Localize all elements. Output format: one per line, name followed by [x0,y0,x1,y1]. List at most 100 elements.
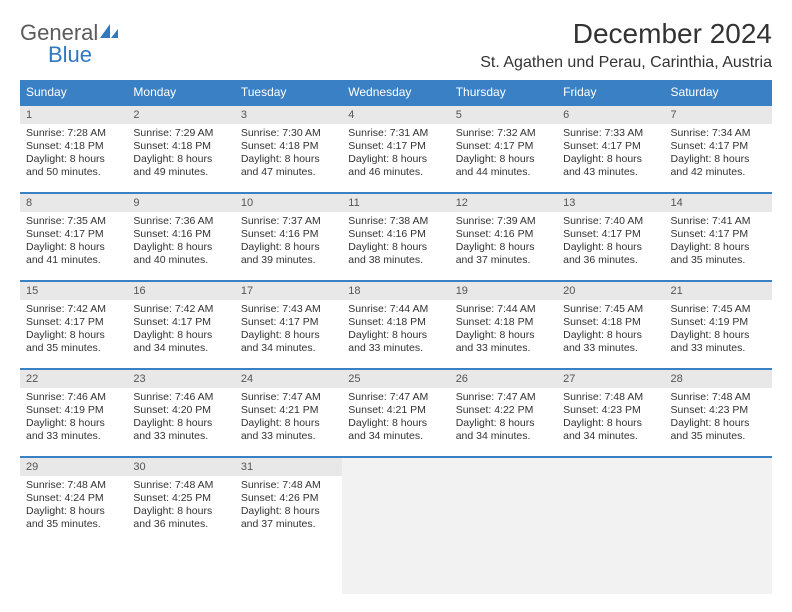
sunrise-text: Sunrise: 7:44 AM [348,303,443,316]
day-number: 19 [450,282,557,300]
sunset-text: Sunset: 4:17 PM [348,140,443,153]
daylight-text: Daylight: 8 hours and 43 minutes. [563,153,658,179]
day-number: 13 [557,194,664,212]
calendar-cell: 25Sunrise: 7:47 AMSunset: 4:21 PMDayligh… [342,369,449,457]
daylight-text: Daylight: 8 hours and 44 minutes. [456,153,551,179]
sunset-text: Sunset: 4:16 PM [456,228,551,241]
sunset-text: Sunset: 4:18 PM [241,140,336,153]
sunrise-text: Sunrise: 7:48 AM [563,391,658,404]
sunset-text: Sunset: 4:25 PM [133,492,228,505]
day-number: 6 [557,106,664,124]
calendar-cell [450,457,557,594]
day-body: Sunrise: 7:48 AMSunset: 4:26 PMDaylight:… [235,476,342,544]
calendar-cell: 12Sunrise: 7:39 AMSunset: 4:16 PMDayligh… [450,193,557,281]
calendar-cell: 1Sunrise: 7:28 AMSunset: 4:18 PMDaylight… [20,105,127,193]
day-number: 23 [127,370,234,388]
calendar-cell: 27Sunrise: 7:48 AMSunset: 4:23 PMDayligh… [557,369,664,457]
calendar-cell: 29 Sunrise: 7:48 AMSunset: 4:24 PMDayligh… [20,457,127,594]
sunset-text: Sunset: 4:16 PM [348,228,443,241]
day-body: Sunrise: 7:36 AMSunset: 4:16 PMDaylight:… [127,212,234,280]
calendar-cell: 23 Sunrise: 7:46 AMSunset: 4:20 PMDayligh… [127,369,234,457]
sunset-text: Sunset: 4:18 PM [563,316,658,329]
daylight-text: Daylight: 8 hours and 35 minutes. [671,417,766,443]
day-body: Sunrise: 7:35 AMSunset: 4:17 PMDaylight:… [20,212,127,280]
sunset-text: Sunset: 4:18 PM [348,316,443,329]
sunrise-text: Sunrise: 7:48 AM [671,391,766,404]
sunrise-text: Sunrise: 7:44 AM [456,303,551,316]
sunset-text: Sunset: 4:19 PM [671,316,766,329]
day-number: 18 [342,282,449,300]
daylight-text: Daylight: 8 hours and 33 minutes. [671,329,766,355]
page-title: December 2024 [480,18,772,50]
calendar-cell: 26Sunrise: 7:47 AMSunset: 4:22 PMDayligh… [450,369,557,457]
weekday-header: Tuesday [235,80,342,105]
calendar-cell: 14Sunrise: 7:41 AMSunset: 4:17 PMDayligh… [665,193,772,281]
sunset-text: Sunset: 4:23 PM [671,404,766,417]
daylight-text: Daylight: 8 hours and 33 minutes. [26,417,121,443]
weekday-header: Wednesday [342,80,449,105]
calendar-week-row: 8Sunrise: 7:35 AMSunset: 4:17 PMDaylight… [20,193,772,281]
daylight-text: Daylight: 8 hours and 33 minutes. [456,329,551,355]
sunrise-text: Sunrise: 7:48 AM [133,479,228,492]
weekday-header: Sunday [20,80,127,105]
sunrise-text: Sunrise: 7:43 AM [241,303,336,316]
sunrise-text: Sunrise: 7:46 AM [133,391,228,404]
day-number: 16 [127,282,234,300]
day-body: Sunrise: 7:32 AMSunset: 4:17 PMDaylight:… [450,124,557,192]
daylight-text: Daylight: 8 hours and 37 minutes. [241,505,336,531]
day-body: Sunrise: 7:48 AMSunset: 4:23 PMDaylight:… [665,388,772,456]
daylight-text: Daylight: 8 hours and 33 minutes. [133,417,228,443]
day-body: Sunrise: 7:48 AMSunset: 4:25 PMDaylight:… [127,476,234,544]
logo: General Blue [20,18,120,66]
weekday-header: Thursday [450,80,557,105]
day-body: Sunrise: 7:30 AMSunset: 4:18 PMDaylight:… [235,124,342,192]
day-number: 4 [342,106,449,124]
sunrise-text: Sunrise: 7:42 AM [26,303,121,316]
sunset-text: Sunset: 4:24 PM [26,492,121,505]
day-body: Sunrise: 7:48 AMSunset: 4:23 PMDaylight:… [557,388,664,456]
day-body: Sunrise: 7:42 AMSunset: 4:17 PMDaylight:… [127,300,234,368]
day-body: Sunrise: 7:41 AMSunset: 4:17 PMDaylight:… [665,212,772,280]
calendar-body: 1Sunrise: 7:28 AMSunset: 4:18 PMDaylight… [20,105,772,594]
day-body: Sunrise: 7:28 AMSunset: 4:18 PMDaylight:… [20,124,127,192]
day-number: 17 [235,282,342,300]
day-number: 15 [20,282,127,300]
day-body: Sunrise: 7:45 AMSunset: 4:18 PMDaylight:… [557,300,664,368]
day-number: 29 [20,458,127,476]
sunrise-text: Sunrise: 7:37 AM [241,215,336,228]
calendar-cell [665,457,772,594]
calendar-week-row: 1Sunrise: 7:28 AMSunset: 4:18 PMDaylight… [20,105,772,193]
sunrise-text: Sunrise: 7:48 AM [26,479,121,492]
day-body: Sunrise: 7:42 AMSunset: 4:17 PMDaylight:… [20,300,127,368]
day-body: Sunrise: 7:45 AMSunset: 4:19 PMDaylight:… [665,300,772,368]
sunrise-text: Sunrise: 7:31 AM [348,127,443,140]
day-body: Sunrise: 7:33 AMSunset: 4:17 PMDaylight:… [557,124,664,192]
sunset-text: Sunset: 4:20 PM [133,404,228,417]
sunset-text: Sunset: 4:18 PM [456,316,551,329]
calendar-table: Sunday Monday Tuesday Wednesday Thursday… [20,80,772,594]
calendar-cell: 6Sunrise: 7:33 AMSunset: 4:17 PMDaylight… [557,105,664,193]
sunrise-text: Sunrise: 7:30 AM [241,127,336,140]
daylight-text: Daylight: 8 hours and 35 minutes. [26,505,121,531]
sunrise-text: Sunrise: 7:36 AM [133,215,228,228]
day-body: Sunrise: 7:44 AMSunset: 4:18 PMDaylight:… [450,300,557,368]
day-body: Sunrise: 7:31 AMSunset: 4:17 PMDaylight:… [342,124,449,192]
calendar-cell: 10Sunrise: 7:37 AMSunset: 4:16 PMDayligh… [235,193,342,281]
weekday-header: Friday [557,80,664,105]
title-block: December 2024 St. Agathen und Perau, Car… [480,18,772,72]
sunrise-text: Sunrise: 7:34 AM [671,127,766,140]
sunset-text: Sunset: 4:21 PM [348,404,443,417]
logo-sail-icon [98,22,120,44]
day-number: 24 [235,370,342,388]
day-number: 11 [342,194,449,212]
calendar-cell: 28Sunrise: 7:48 AMSunset: 4:23 PMDayligh… [665,369,772,457]
sunset-text: Sunset: 4:22 PM [456,404,551,417]
calendar-cell: 8Sunrise: 7:35 AMSunset: 4:17 PMDaylight… [20,193,127,281]
day-number: 20 [557,282,664,300]
sunrise-text: Sunrise: 7:46 AM [26,391,121,404]
calendar-cell: 16Sunrise: 7:42 AMSunset: 4:17 PMDayligh… [127,281,234,369]
sunrise-text: Sunrise: 7:47 AM [348,391,443,404]
calendar-cell: 18Sunrise: 7:44 AMSunset: 4:18 PMDayligh… [342,281,449,369]
daylight-text: Daylight: 8 hours and 40 minutes. [133,241,228,267]
logo-word2: Blue [20,42,92,67]
